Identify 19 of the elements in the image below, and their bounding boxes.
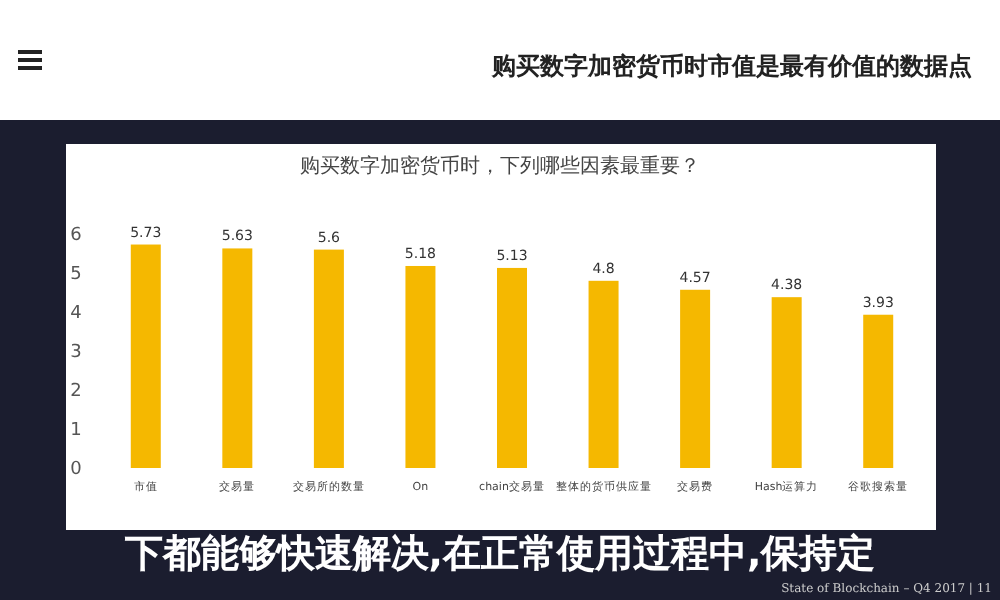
y-tick-label: 0 bbox=[70, 460, 83, 480]
y-tick-label: 3 bbox=[70, 343, 82, 363]
bar bbox=[222, 248, 253, 468]
bar bbox=[863, 314, 894, 468]
chart-subtitle: 购买数字加密货币时，下列哪些因素最重要？ bbox=[300, 154, 700, 178]
text: 下都能够快速解决,在正常使用过程中,保持定 bbox=[122, 532, 876, 576]
bar bbox=[771, 297, 802, 468]
y-tick-label: 2 bbox=[70, 382, 82, 402]
y-tick-label: 6 bbox=[70, 226, 83, 246]
y-tick-label: 5 bbox=[70, 265, 82, 285]
bar bbox=[680, 289, 711, 468]
y-tick-label: 4 bbox=[70, 304, 83, 324]
y-tick-label: 1 bbox=[70, 421, 82, 441]
chart-title: 购买数字加密货币时市值是最有价值的数据点 bbox=[490, 52, 972, 80]
bar bbox=[588, 280, 619, 468]
bar bbox=[313, 249, 344, 468]
bar bbox=[130, 244, 161, 468]
bar bbox=[405, 265, 436, 468]
bar bbox=[497, 267, 527, 468]
